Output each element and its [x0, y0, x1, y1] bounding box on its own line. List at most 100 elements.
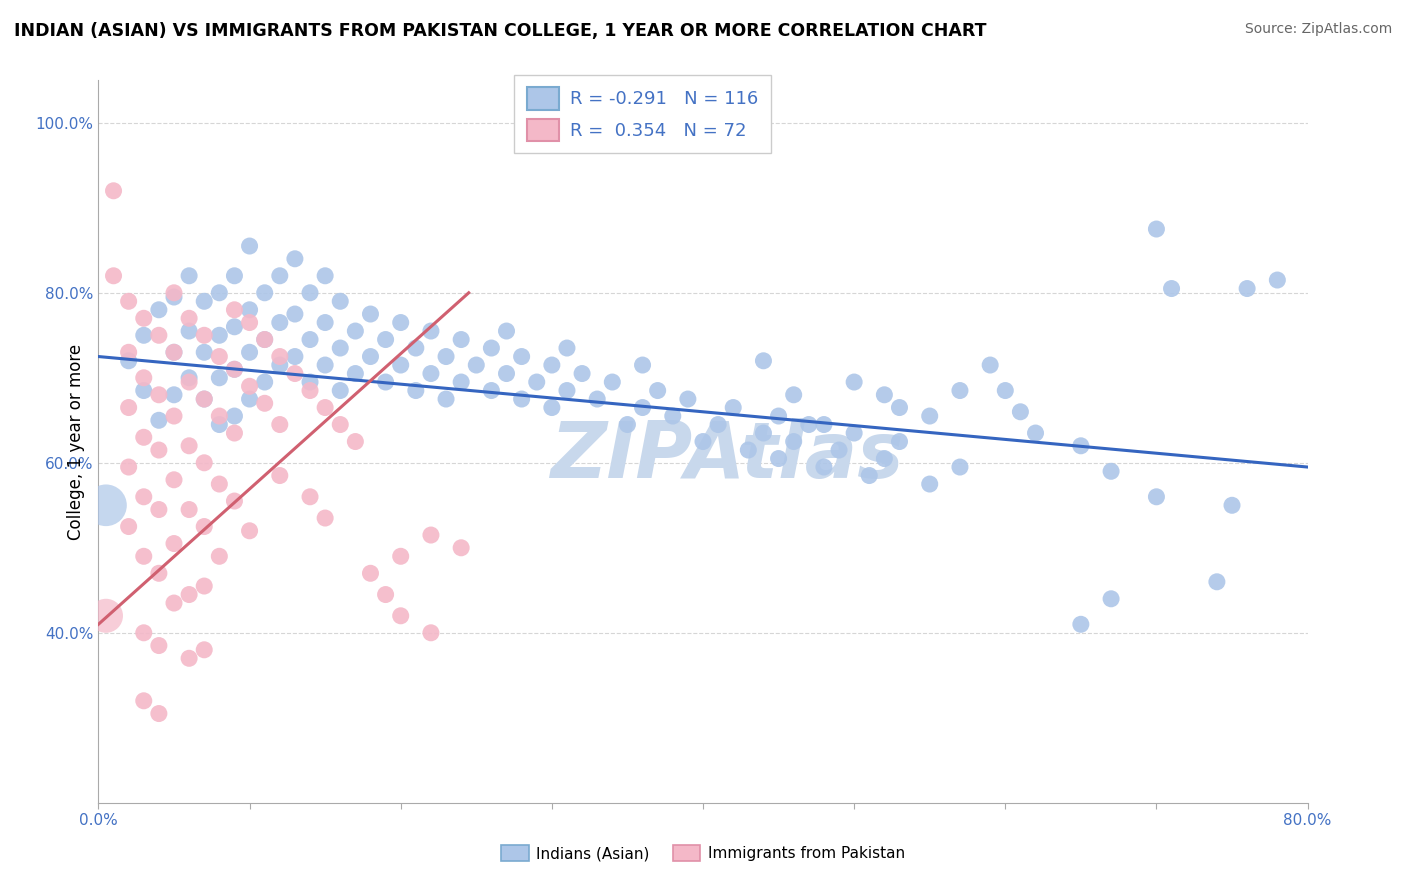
- Point: [163, 536, 186, 550]
- Point: [284, 307, 307, 321]
- Point: [179, 311, 201, 326]
- Point: [299, 384, 322, 398]
- Point: [132, 328, 155, 343]
- Point: [239, 239, 262, 253]
- Point: [193, 294, 215, 309]
- Point: [239, 302, 262, 317]
- Point: [329, 341, 352, 355]
- Point: [148, 388, 170, 402]
- Point: [148, 328, 170, 343]
- Point: [163, 345, 186, 359]
- Point: [208, 285, 231, 300]
- Point: [132, 490, 155, 504]
- Point: [873, 388, 896, 402]
- Point: [299, 490, 322, 504]
- Point: [224, 302, 246, 317]
- Point: [132, 371, 155, 385]
- Point: [844, 375, 866, 389]
- Point: [661, 409, 683, 423]
- Point: [344, 324, 367, 338]
- Point: [132, 311, 155, 326]
- Point: [239, 524, 262, 538]
- Point: [269, 350, 291, 364]
- Point: [163, 596, 186, 610]
- Point: [148, 639, 170, 653]
- Point: [239, 345, 262, 359]
- Text: ZIPAtlas: ZIPAtlas: [550, 418, 904, 494]
- Point: [813, 417, 835, 432]
- Point: [224, 362, 246, 376]
- Point: [253, 375, 276, 389]
- Point: [344, 367, 367, 381]
- Point: [918, 409, 941, 423]
- Point: [374, 375, 396, 389]
- Point: [148, 413, 170, 427]
- Point: [94, 498, 117, 512]
- Point: [360, 566, 382, 581]
- Point: [193, 579, 215, 593]
- Point: [602, 375, 624, 389]
- Point: [510, 350, 533, 364]
- Point: [481, 341, 503, 355]
- Point: [299, 285, 322, 300]
- Point: [889, 434, 911, 449]
- Point: [284, 367, 307, 381]
- Point: [555, 384, 578, 398]
- Point: [374, 588, 396, 602]
- Point: [1236, 281, 1258, 295]
- Point: [253, 333, 276, 347]
- Point: [540, 401, 562, 415]
- Point: [1220, 498, 1243, 512]
- Point: [132, 430, 155, 444]
- Point: [949, 460, 972, 475]
- Point: [179, 375, 201, 389]
- Point: [132, 694, 155, 708]
- Point: [163, 473, 186, 487]
- Point: [329, 384, 352, 398]
- Point: [1144, 222, 1167, 236]
- Point: [193, 392, 215, 406]
- Point: [450, 375, 472, 389]
- Point: [148, 706, 170, 721]
- Point: [118, 345, 141, 359]
- Point: [269, 468, 291, 483]
- Point: [873, 451, 896, 466]
- Point: [314, 268, 336, 283]
- Point: [103, 184, 125, 198]
- Point: [344, 434, 367, 449]
- Point: [360, 350, 382, 364]
- Point: [692, 434, 714, 449]
- Point: [918, 477, 941, 491]
- Point: [495, 324, 517, 338]
- Point: [571, 367, 593, 381]
- Point: [813, 460, 835, 475]
- Point: [1144, 490, 1167, 504]
- Point: [526, 375, 548, 389]
- Point: [1070, 617, 1092, 632]
- Point: [224, 362, 246, 376]
- Point: [631, 358, 654, 372]
- Point: [1206, 574, 1229, 589]
- Point: [768, 451, 790, 466]
- Point: [783, 388, 806, 402]
- Point: [555, 341, 578, 355]
- Point: [844, 425, 866, 440]
- Point: [148, 502, 170, 516]
- Point: [299, 333, 322, 347]
- Point: [118, 353, 141, 368]
- Point: [179, 371, 201, 385]
- Point: [510, 392, 533, 406]
- Point: [208, 409, 231, 423]
- Point: [752, 353, 775, 368]
- Point: [148, 302, 170, 317]
- Point: [163, 290, 186, 304]
- Point: [450, 333, 472, 347]
- Point: [616, 417, 638, 432]
- Point: [253, 396, 276, 410]
- Point: [193, 642, 215, 657]
- Point: [676, 392, 699, 406]
- Point: [284, 350, 307, 364]
- Point: [707, 417, 730, 432]
- Point: [208, 477, 231, 491]
- Point: [208, 350, 231, 364]
